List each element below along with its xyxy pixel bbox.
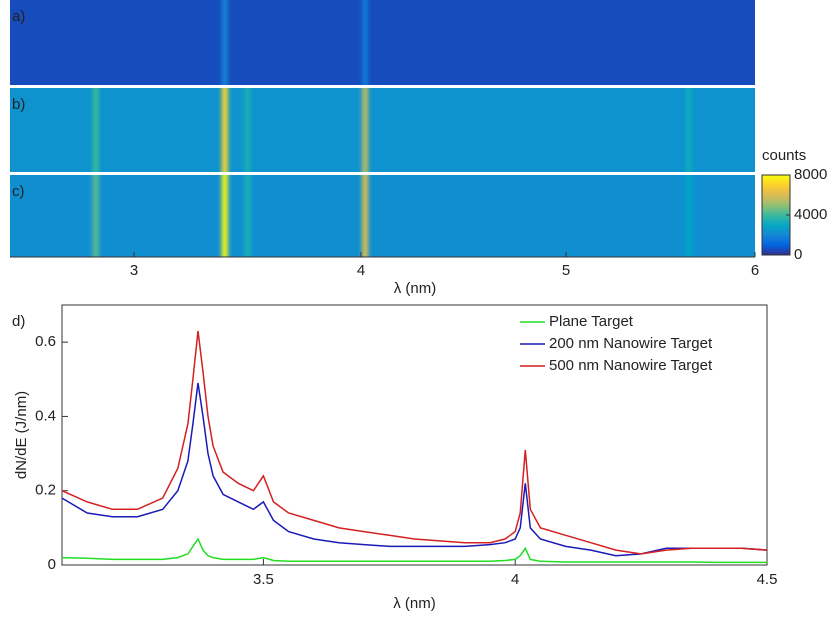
colorbar-cell [762, 229, 790, 232]
colorbar-cell [762, 199, 790, 202]
x-tick-label: 6 [751, 262, 759, 279]
plot-frame [61, 304, 768, 566]
colorbar-cell [762, 191, 790, 194]
series-line [61, 382, 768, 557]
spectral-line [244, 88, 251, 172]
spectral-line [362, 175, 369, 257]
colorbar-cell [762, 231, 790, 234]
colorbar-tick-label: 8000 [794, 166, 827, 183]
y-tick-label: 0.2 [35, 482, 56, 499]
colorbar-cell [762, 205, 790, 208]
colorbar-cell [762, 213, 790, 216]
colorbar-cell [762, 241, 790, 244]
colorbar-label: counts [762, 147, 806, 164]
colorbar-cell [762, 185, 790, 188]
colorbar-cell [762, 239, 790, 242]
colorbar-cell [762, 249, 790, 252]
y-tick-label: 0 [48, 556, 56, 573]
spectral-line [221, 175, 228, 257]
panel-label: a) [12, 8, 25, 25]
colorbar-cell [762, 235, 790, 238]
panel-background [10, 88, 755, 172]
spectral-line [685, 88, 692, 172]
x-axis-label: λ (nm) [394, 280, 437, 297]
series-line [61, 330, 768, 555]
colorbar-cell [762, 217, 790, 220]
x-tick-label: 4 [357, 262, 365, 279]
legend-label: 500 nm Nanowire Target [549, 357, 713, 374]
colorbar-cell [762, 177, 790, 180]
spectral-line [362, 0, 369, 85]
panel-background [10, 0, 755, 85]
x-tick-label: 4 [511, 571, 519, 588]
colorbar-cell [762, 245, 790, 248]
panel-background [10, 175, 755, 257]
spectral-line [244, 175, 251, 257]
colorbar-cell [762, 237, 790, 240]
y-axis-label: dN/dE (J/nm) [13, 391, 30, 479]
colorbar-cell [762, 207, 790, 210]
y-tick-label: 0.4 [35, 407, 56, 424]
x-tick-label: 3.5 [253, 571, 274, 588]
panel-label: b) [12, 96, 25, 113]
spectral-line [685, 175, 692, 257]
colorbar-tick-label: 0 [794, 246, 802, 263]
x-tick-label: 5 [562, 262, 570, 279]
colorbar-cell [762, 227, 790, 230]
colorbar-cell [762, 223, 790, 226]
panel-label: c) [12, 183, 25, 200]
colorbar-tick-label: 4000 [794, 206, 827, 223]
colorbar-cell [762, 187, 790, 190]
spectral-line [92, 88, 99, 172]
y-tick-label: 0.6 [35, 333, 56, 350]
colorbar-cell [762, 219, 790, 222]
colorbar-cell [762, 225, 790, 228]
x-tick-label: 4.5 [757, 571, 778, 588]
spectral-line [221, 0, 228, 85]
colorbar-cell [762, 253, 790, 256]
colorbar-cell [762, 203, 790, 206]
colorbar-cell [762, 233, 790, 236]
colorbar-cell [762, 251, 790, 254]
x-tick-label: 3 [130, 262, 138, 279]
spectral-line [92, 175, 99, 257]
colorbar-cell [762, 221, 790, 224]
spectral-line [362, 88, 369, 172]
colorbar-cell [762, 183, 790, 186]
legend-label: Plane Target [549, 313, 634, 330]
colorbar-cell [762, 197, 790, 200]
heatmap-panels [10, 0, 755, 257]
colorbar-cell [762, 179, 790, 182]
colorbar-cell [762, 181, 790, 184]
colorbar-cell [762, 243, 790, 246]
panel-label: d) [12, 313, 25, 330]
colorbar-cell [762, 215, 790, 218]
series-line [61, 537, 767, 564]
colorbar-cell [762, 189, 790, 192]
legend-label: 200 nm Nanowire Target [549, 335, 713, 352]
spectral-line [221, 88, 228, 172]
colorbar-cell [762, 195, 790, 198]
x-axis-label: λ (nm) [393, 595, 436, 612]
colorbar-cell [762, 201, 790, 204]
colorbar-cell [762, 209, 790, 212]
colorbar-cell [762, 211, 790, 214]
colorbar-cell [762, 247, 790, 250]
colorbar-cell [762, 193, 790, 196]
colorbar-cell [762, 175, 790, 178]
